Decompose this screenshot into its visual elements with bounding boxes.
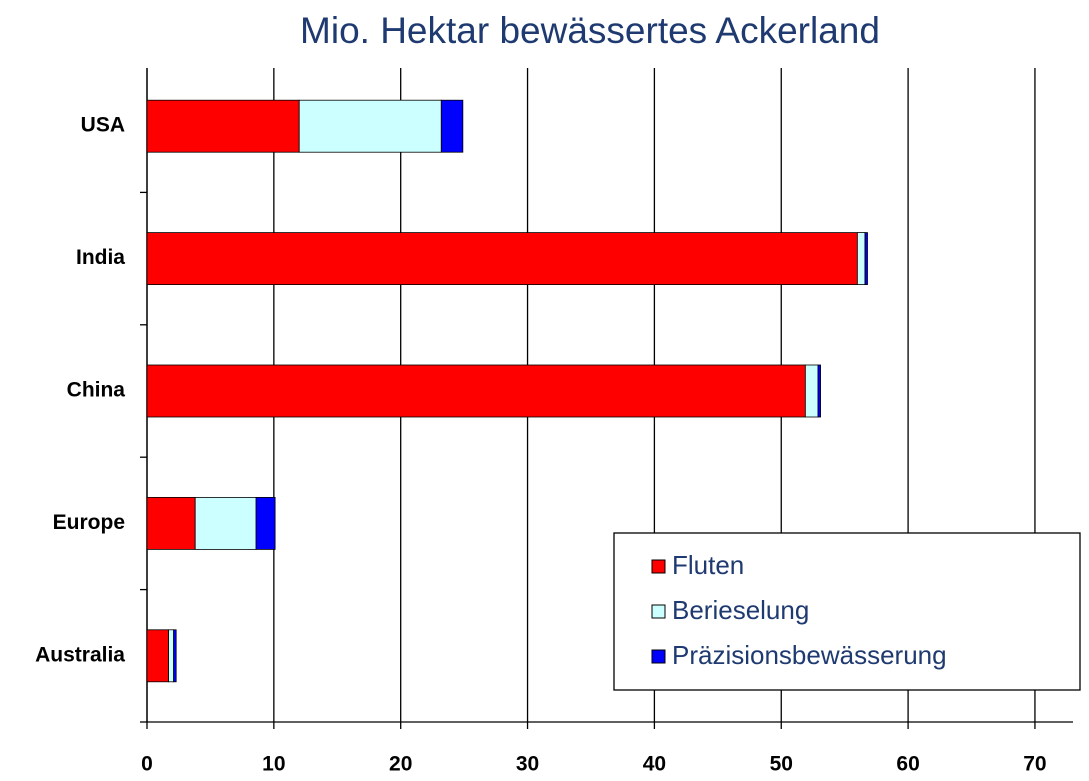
bar-segment bbox=[146, 629, 169, 683]
legend-swatch bbox=[651, 604, 666, 619]
legend-swatch bbox=[651, 649, 666, 664]
legend-swatch bbox=[651, 559, 666, 574]
x-tick-label: 10 bbox=[262, 753, 285, 776]
bar-segment bbox=[255, 496, 276, 550]
legend-label: Fluten bbox=[672, 550, 744, 580]
bar-segment bbox=[817, 364, 821, 418]
chart-title: Mio. Hektar bewässertes Ackerland bbox=[300, 10, 880, 51]
bar-segment bbox=[298, 99, 442, 153]
x-tick-label: 50 bbox=[770, 753, 793, 776]
bar-segment bbox=[173, 629, 177, 683]
x-tick-label: 0 bbox=[141, 753, 153, 776]
y-tick-label: China bbox=[67, 379, 126, 402]
bar-segment bbox=[168, 629, 175, 683]
bar-segment bbox=[146, 232, 858, 286]
legend-box bbox=[613, 532, 1081, 691]
x-tick-label: 60 bbox=[896, 753, 919, 776]
bar-segment bbox=[804, 364, 819, 418]
bar-segment bbox=[856, 232, 866, 286]
legend-label: Präzisionsbewässerung bbox=[672, 640, 947, 670]
bar-segment bbox=[194, 496, 257, 550]
bar-segment bbox=[146, 99, 300, 153]
bar-segment bbox=[864, 232, 868, 286]
x-tick-label: 20 bbox=[389, 753, 412, 776]
legend-label: Berieselung bbox=[672, 595, 809, 625]
y-tick-label: Europe bbox=[53, 511, 125, 534]
bar-segment bbox=[440, 99, 464, 153]
x-tick-label: 40 bbox=[643, 753, 666, 776]
y-tick-label: Australia bbox=[35, 643, 125, 666]
bar-segment bbox=[146, 496, 196, 550]
x-tick-label: 70 bbox=[1023, 753, 1046, 776]
x-tick-label: 30 bbox=[516, 753, 539, 776]
y-tick-label: USA bbox=[81, 114, 125, 137]
bar-segment bbox=[146, 364, 806, 418]
y-tick-label: India bbox=[76, 246, 125, 269]
